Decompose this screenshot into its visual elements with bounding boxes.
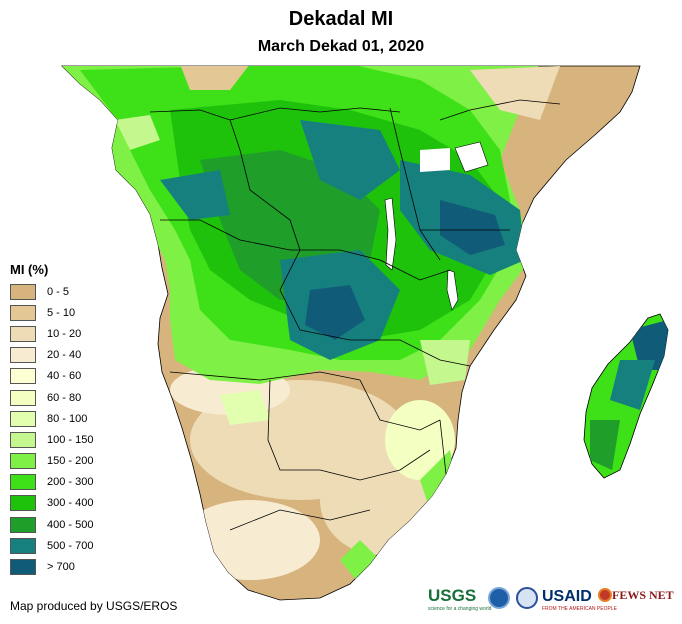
legend-label: 0 - 5: [47, 285, 70, 298]
legend-label: 200 - 300: [47, 476, 94, 489]
legend-label: 80 - 100: [47, 412, 88, 425]
legend-item: 5 - 10: [10, 302, 93, 323]
usaid-logo: USAID: [542, 588, 592, 605]
legend-swatch: [10, 325, 36, 342]
legend-label: 100 - 150: [47, 433, 94, 446]
legend-swatch: [10, 431, 36, 448]
legend-swatch: [10, 516, 36, 533]
legend-swatch: [10, 347, 36, 364]
noaa-logo-icon: [488, 587, 510, 609]
lake-malawi: [446, 269, 459, 311]
legend-label: 5 - 10: [47, 306, 76, 319]
legend-label: 400 - 500: [47, 518, 94, 531]
legend-title: MI (%): [10, 262, 49, 277]
legend-item: 0 - 5: [10, 281, 93, 302]
legend-item: 300 - 400: [10, 493, 93, 514]
legend-swatch: [10, 559, 36, 576]
fews-net-logo: FEWS NET: [612, 588, 674, 602]
madagascar: [583, 313, 669, 479]
legend-label: 150 - 200: [47, 455, 94, 468]
logo-bar: USGS science for a changing world USAID …: [428, 584, 678, 618]
legend-swatch: [10, 304, 36, 321]
legend-item: 200 - 300: [10, 472, 93, 493]
fews-globe-icon: [598, 588, 612, 602]
mainland: [61, 65, 641, 601]
legend-item: > 700: [10, 556, 93, 577]
legend: 0 - 5 5 - 10 10 - 20 20 - 40 40 - 60 60 - 80 8…: [10, 281, 93, 578]
legend-item: 400 - 500: [10, 514, 93, 535]
legend-item: 150 - 200: [10, 451, 93, 472]
lake-tanganyika: [384, 197, 397, 271]
legend-swatch: [10, 283, 36, 300]
legend-item: 40 - 60: [10, 366, 93, 387]
legend-label: 40 - 60: [47, 370, 82, 383]
lakes: [384, 141, 489, 311]
lake-victoria: [454, 141, 489, 173]
usgs-logo: USGS: [428, 586, 477, 605]
usaid-tagline: FROM THE AMERICAN PEOPLE: [542, 606, 617, 612]
map-title: Dekadal MI: [288, 8, 394, 30]
legend-label: 300 - 400: [47, 497, 94, 510]
legend-item: 100 - 150: [10, 429, 93, 450]
map-subtitle: March Dekad 01, 2020: [257, 38, 425, 55]
legend-swatch: [10, 453, 36, 470]
legend-label: 60 - 80: [47, 391, 82, 404]
legend-label: > 700: [47, 561, 75, 574]
legend-item: 20 - 40: [10, 345, 93, 366]
legend-swatch: [10, 474, 36, 491]
agency-seal-icon: [516, 587, 538, 609]
country-borders: [149, 99, 561, 531]
legend-item: 500 - 700: [10, 535, 93, 556]
legend-label: 10 - 20: [47, 327, 82, 340]
legend-swatch: [10, 537, 36, 554]
legend-swatch: [10, 389, 36, 406]
legend-label: 20 - 40: [47, 349, 82, 362]
legend-swatch: [10, 495, 36, 512]
usgs-tagline: science for a changing world: [428, 606, 492, 612]
legend-swatch: [10, 410, 36, 427]
legend-item: 10 - 20: [10, 323, 93, 344]
legend-item: 60 - 80: [10, 387, 93, 408]
legend-label: 500 - 700: [47, 539, 94, 552]
map-credit: Map produced by USGS/EROS: [10, 599, 178, 613]
legend-swatch: [10, 368, 36, 385]
legend-item: 80 - 100: [10, 408, 93, 429]
